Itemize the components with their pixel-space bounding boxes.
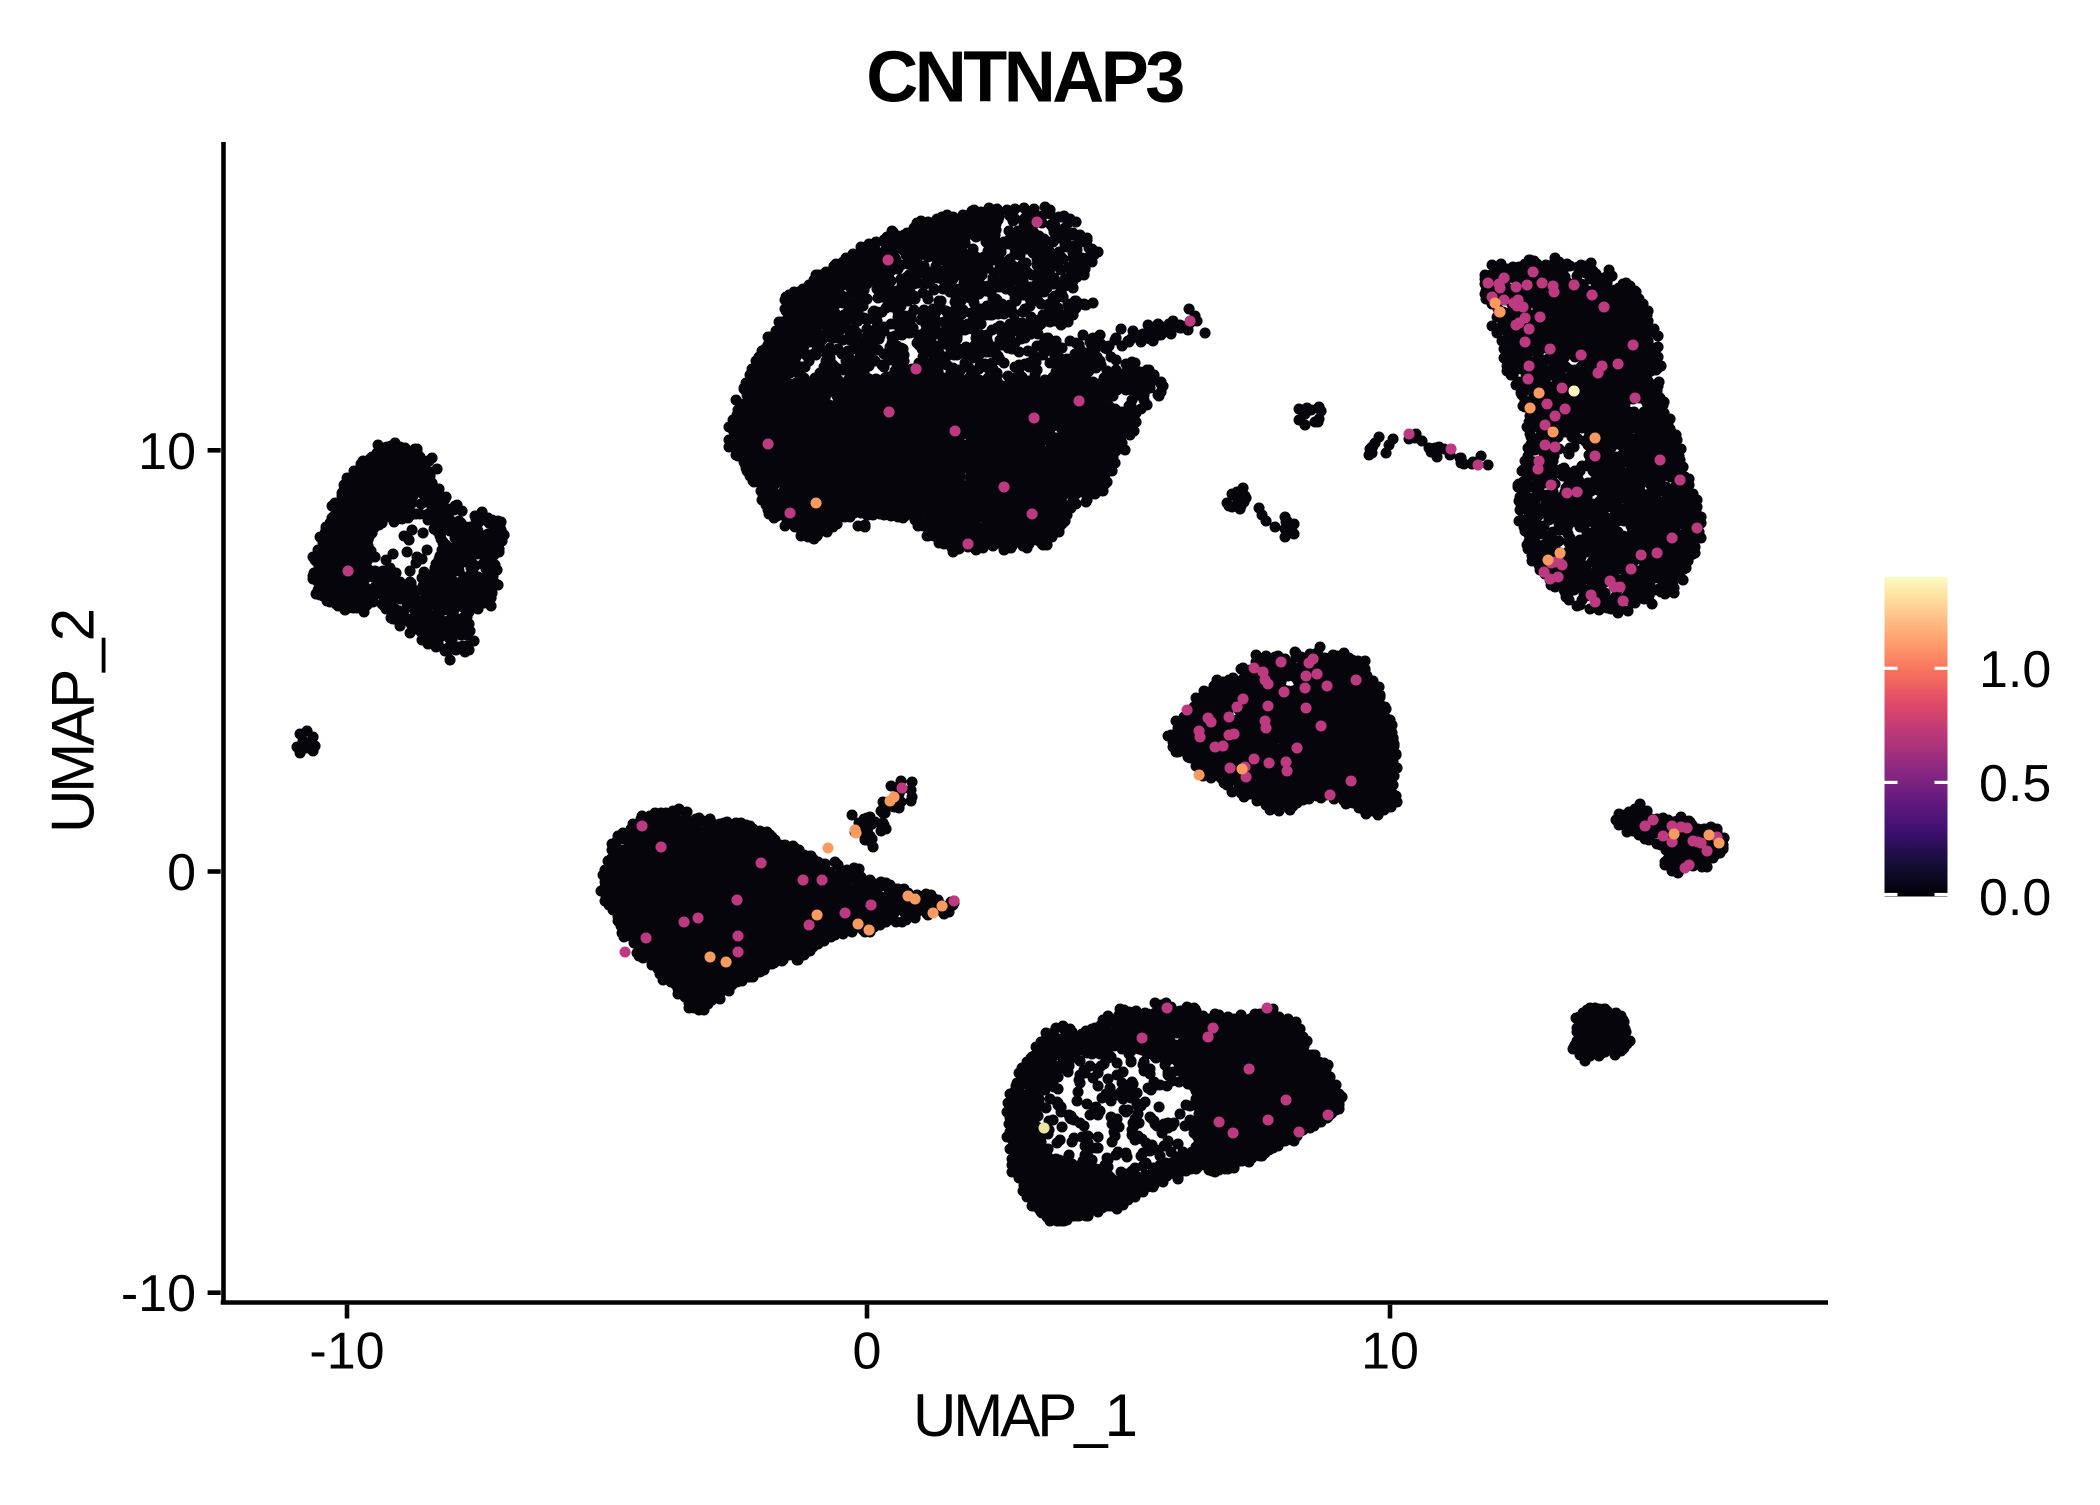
svg-text:0.0: 0.0 (1979, 869, 2051, 927)
svg-text:UMAP_1: UMAP_1 (913, 1382, 1136, 1449)
svg-text:0.5: 0.5 (1979, 755, 2051, 813)
svg-text:10: 10 (1361, 1323, 1419, 1381)
svg-text:0: 0 (853, 1323, 882, 1381)
svg-text:UMAP_2: UMAP_2 (40, 610, 107, 833)
svg-text:1.0: 1.0 (1979, 641, 2051, 699)
svg-text:0: 0 (167, 844, 196, 902)
svg-text:10: 10 (138, 423, 196, 481)
svg-text:CNTNAP3: CNTNAP3 (866, 38, 1183, 118)
svg-text:-10: -10 (309, 1323, 384, 1381)
svg-text:-10: -10 (121, 1265, 196, 1323)
